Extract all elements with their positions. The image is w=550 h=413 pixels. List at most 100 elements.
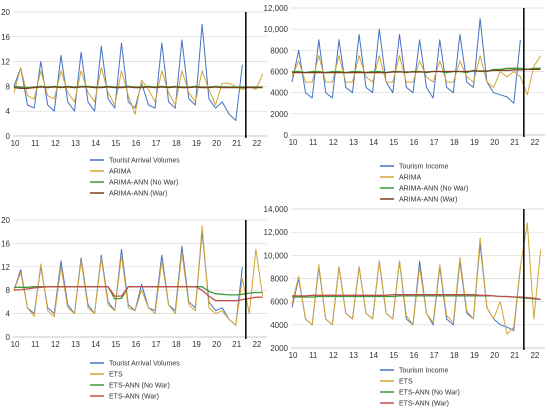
x-tick-label: 20 <box>212 139 221 148</box>
x-tick-label: 15 <box>389 351 398 360</box>
legend-label: ARIMA-ANN (No War) <box>399 186 468 193</box>
x-tick-label: 18 <box>172 139 181 148</box>
x-tick-label: 20 <box>490 351 499 360</box>
y-tick-label: 10,000 <box>264 25 289 34</box>
chart-3: 0 4 8 12 16 20 10 11 12 13 14 15 16 17 18 19 20 21 22 Touri… <box>1 216 267 401</box>
x-tick-label: 17 <box>152 139 161 148</box>
series-line-4 <box>292 294 541 301</box>
x-tick-label: 17 <box>430 351 439 360</box>
x-tick-label: 18 <box>172 340 181 349</box>
y-tick-label: 16 <box>1 33 10 42</box>
legend-label: ARIMA-ANN (War) <box>399 197 457 204</box>
x-tick-label: 12 <box>329 351 338 360</box>
x-tick-label: 21 <box>232 139 241 148</box>
legend-label: ARIMA <box>109 169 132 176</box>
x-tick-label: 18 <box>450 138 459 147</box>
x-tick-label: 17 <box>152 340 161 349</box>
x-tick-label: 19 <box>192 340 201 349</box>
x-tick-label: 16 <box>410 351 419 360</box>
x-tick-label: 14 <box>91 340 100 349</box>
legend-label: Tourism Income <box>399 164 449 171</box>
x-tick-label: 16 <box>410 138 419 147</box>
x-tick-label: 21 <box>510 138 519 147</box>
x-tick-label: 13 <box>71 340 80 349</box>
legend-label: Tourist Arrival Volumes <box>109 361 180 368</box>
series-line-1 <box>13 23 243 121</box>
x-tick-label: 15 <box>111 139 120 148</box>
y-tick-label: 6000 <box>270 298 288 307</box>
legend-label: ETS-ANN (War) <box>109 394 159 401</box>
legend: Tourist Arrival Volumes ETS ETS-ANN (No Wa… <box>90 361 180 401</box>
y-tick-label: 8000 <box>270 275 288 284</box>
x-tick-label: 20 <box>212 340 221 349</box>
x-tick-label: 13 <box>71 139 80 148</box>
chart-2: 0 2000 4000 6000 8000 10,000 12,000 10 11 12 13 14 1… <box>264 4 545 204</box>
x-tick-label: 15 <box>111 340 120 349</box>
y-tick-label: 4000 <box>270 89 288 98</box>
x-tick-label: 10 <box>11 340 20 349</box>
legend-label: ARIMA-ANN (No War) <box>109 180 178 187</box>
x-tick-label: 11 <box>31 340 40 349</box>
x-tick-label: 13 <box>349 138 358 147</box>
y-tick-label: 12,000 <box>264 4 289 13</box>
series-line-4 <box>13 86 263 89</box>
y-tick-label: 0 <box>284 131 289 140</box>
series-line-1 <box>291 18 521 104</box>
y-tick-label: 16 <box>1 239 10 248</box>
series-line-4 <box>13 286 263 302</box>
x-tick-label: 15 <box>389 138 398 147</box>
y-tick-label: 14,000 <box>264 205 289 214</box>
legend: Tourism Income ARIMA ARIMA-ANN (No War) ARI… <box>380 164 468 204</box>
y-tick-label: 8 <box>6 82 11 91</box>
x-tick-label: 21 <box>232 340 241 349</box>
legend-label: ETS-ANN (No War) <box>109 383 170 390</box>
y-tick-label: 12,000 <box>264 228 289 237</box>
y-tick-label: 12 <box>1 58 10 67</box>
legend-label: ARIMA-ANN (War) <box>109 191 167 198</box>
x-tick-label: 14 <box>369 351 378 360</box>
x-tick-label: 10 <box>289 138 298 147</box>
y-tick-label: 4000 <box>270 321 288 330</box>
legend-label: ETS-ANN (No War) <box>399 390 460 397</box>
y-tick-label: 0 <box>6 333 11 342</box>
x-tick-label: 12 <box>51 340 60 349</box>
legend-label: ETS-ANN (War) <box>399 401 449 408</box>
y-tick-label: 20 <box>1 8 10 17</box>
x-tick-label: 22 <box>252 340 261 349</box>
x-tick-label: 19 <box>470 351 479 360</box>
legend-label: ETS <box>399 379 413 386</box>
x-tick-label: 22 <box>530 138 539 147</box>
x-tick-label: 19 <box>192 139 201 148</box>
series-line-4 <box>292 68 541 74</box>
legend-label: Tourism Income <box>399 368 449 375</box>
x-tick-label: 14 <box>369 138 378 147</box>
legend-label: Tourist Arrival Volumes <box>109 158 180 165</box>
series-line-1 <box>291 243 521 332</box>
y-tick-label: 8 <box>6 286 11 295</box>
legend-label: ARIMA <box>399 175 422 182</box>
chart-1: 0 4 8 12 16 20 10 11 12 13 14 15 16 17 18 19 20 21 22 Touri… <box>1 8 267 198</box>
x-tick-label: 11 <box>31 139 40 148</box>
y-tick-label: 20 <box>1 216 10 225</box>
x-tick-label: 20 <box>490 138 499 147</box>
x-tick-label: 16 <box>132 139 141 148</box>
series-line-2 <box>13 225 264 326</box>
y-tick-label: 8000 <box>270 46 288 55</box>
y-tick-label: 6000 <box>270 68 288 77</box>
x-tick-label: 11 <box>309 351 318 360</box>
legend: Tourist Arrival Volumes ARIMA ARIMA-ANN (N… <box>90 158 180 198</box>
x-tick-label: 21 <box>510 351 519 360</box>
x-tick-label: 22 <box>530 351 539 360</box>
x-tick-label: 16 <box>132 340 141 349</box>
x-tick-label: 10 <box>289 351 298 360</box>
legend: Tourism Income ETS ETS-ANN (No War) ETS-ANN… <box>380 368 460 408</box>
y-tick-label: 12 <box>1 263 10 272</box>
x-tick-label: 17 <box>430 138 439 147</box>
y-tick-label: 2000 <box>270 110 288 119</box>
y-tick-label: 0 <box>6 132 11 141</box>
legend-label: ETS <box>109 372 123 379</box>
x-tick-label: 22 <box>252 139 261 148</box>
y-tick-label: 4 <box>6 107 11 116</box>
